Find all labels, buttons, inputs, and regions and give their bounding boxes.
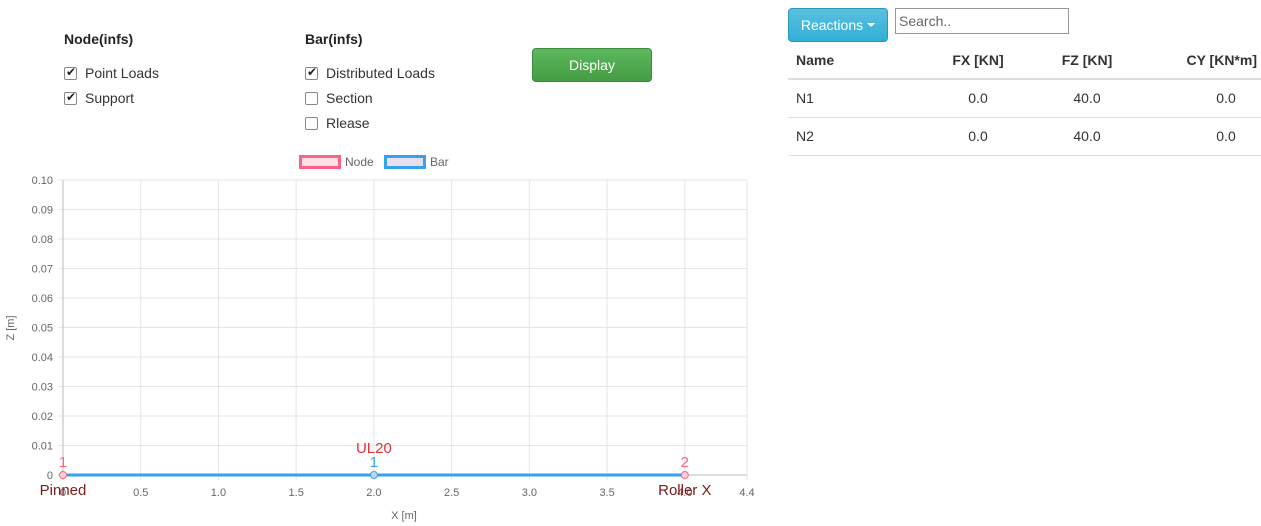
structure-chart: 0 0.01 0.02 0.03 0.04 0.05 0.06 0.07 0.08 0.09 0.1… (5, 176, 755, 522)
y-tick-label: 0.09 (32, 205, 53, 217)
section-checkbox-row[interactable]: Section (305, 90, 373, 106)
column-header-name: Name (788, 42, 893, 80)
support-checkbox-row[interactable]: Support (64, 90, 134, 106)
legend-node-label: Node (345, 155, 374, 169)
section-label: Section (326, 90, 373, 106)
x-tick-label: 3.0 (522, 487, 537, 499)
column-header-fz: FZ [KN] (1023, 42, 1151, 80)
y-tick-label: 0.10 (32, 176, 53, 187)
y-tick-label: 0.01 (32, 441, 53, 453)
point-loads-label: Point Loads (85, 65, 159, 81)
x-tick-label: 2.0 (366, 487, 381, 499)
legend-bar[interactable]: Bar (384, 155, 449, 169)
legend-node[interactable]: Node (299, 155, 374, 169)
x-axis-label: X [m] (391, 510, 417, 522)
cell-cy: 0.0 (1151, 79, 1261, 118)
caret-down-icon (867, 23, 876, 27)
node-point (680, 471, 689, 479)
x-tick-label: 0 (60, 487, 66, 499)
cell-cy: 0.0 (1151, 117, 1261, 156)
table-row: N1 0.0 40.0 0.0 (788, 79, 1261, 118)
display-button[interactable]: Display (532, 48, 652, 82)
y-tick-label: 0.07 (32, 264, 53, 276)
node-id-label: 1 (59, 454, 67, 471)
bar-group-title: Bar(infs) (305, 31, 363, 47)
cell-fz: 40.0 (1023, 117, 1151, 156)
y-tick-label: 0.05 (32, 323, 53, 335)
y-tick-labels: 0 0.01 0.02 0.03 0.04 0.05 0.06 0.07 0.08 0.09 0.1… (32, 176, 53, 482)
search-input[interactable] (895, 8, 1069, 34)
bar-id-label: 1 (370, 454, 378, 471)
reactions-table: Name FX [KN] FZ [KN] CY [KN*m] N1 0.0 40… (788, 42, 1261, 156)
x-tick-label: 4.4 (739, 487, 754, 499)
release-checkbox-row[interactable]: Rlease (305, 115, 370, 131)
cell-fz: 40.0 (1023, 79, 1151, 118)
column-header-cy: CY [KN*m] (1151, 42, 1261, 80)
support-checkbox[interactable] (64, 90, 77, 105)
x-tick-label: 4.0 (677, 487, 692, 499)
point-loads-checkbox-row[interactable]: Point Loads (64, 65, 159, 81)
column-header-fx: FX [KN] (893, 42, 1023, 80)
distributed-loads-label: Distributed Loads (326, 65, 435, 81)
y-tick-label: 0.06 (32, 293, 53, 305)
reactions-dropdown-button[interactable]: Reactions (788, 8, 888, 42)
support-label: Support (85, 90, 135, 106)
node-group-title: Node(infs) (64, 31, 134, 47)
release-checkbox[interactable] (305, 116, 318, 130)
bar-midpoint (369, 471, 378, 479)
y-tick-label: 0.08 (32, 234, 53, 246)
legend-bar-swatch (384, 155, 426, 169)
release-label: Rlease (326, 115, 370, 131)
cell-fx: 0.0 (893, 117, 1023, 156)
table-header-row: Name FX [KN] FZ [KN] CY [KN*m] (788, 42, 1261, 80)
node-support-label: Pinned (40, 482, 87, 499)
point-loads-checkbox[interactable] (64, 65, 77, 80)
cell-name: N1 (788, 79, 893, 118)
node-id-label: 2 (681, 454, 689, 471)
legend-node-swatch (299, 155, 341, 169)
bar-load-label: UL20 (356, 440, 392, 457)
reactions-button-label: Reactions (800, 17, 864, 33)
x-tick-label: 2.5 (444, 487, 459, 499)
y-tick-label: 0.02 (32, 411, 53, 423)
chart-grid (58, 179, 748, 480)
cell-name: N2 (788, 117, 893, 156)
x-tick-label: 0.5 (133, 487, 148, 499)
x-tick-labels: 0 0.5 1.0 1.5 2.0 2.5 3.0 3.5 4.0 4.4 (60, 487, 755, 499)
distributed-loads-checkbox[interactable] (305, 65, 318, 80)
node-point (59, 471, 67, 479)
node-support-label: Roller X (658, 482, 711, 499)
y-tick-label: 0.03 (32, 382, 53, 394)
x-tick-label: 1.0 (211, 487, 226, 499)
legend-bar-label: Bar (430, 155, 449, 169)
y-axis-label: Z [m] (5, 315, 17, 340)
distributed-loads-checkbox-row[interactable]: Distributed Loads (305, 65, 435, 81)
x-tick-label: 1.5 (289, 487, 304, 499)
cell-fx: 0.0 (893, 79, 1023, 118)
y-tick-label: 0 (47, 470, 53, 482)
y-tick-label: 0.04 (32, 352, 53, 364)
x-tick-label: 3.5 (599, 487, 614, 499)
table-row: N2 0.0 40.0 0.0 (788, 117, 1261, 156)
section-checkbox[interactable] (305, 91, 318, 105)
